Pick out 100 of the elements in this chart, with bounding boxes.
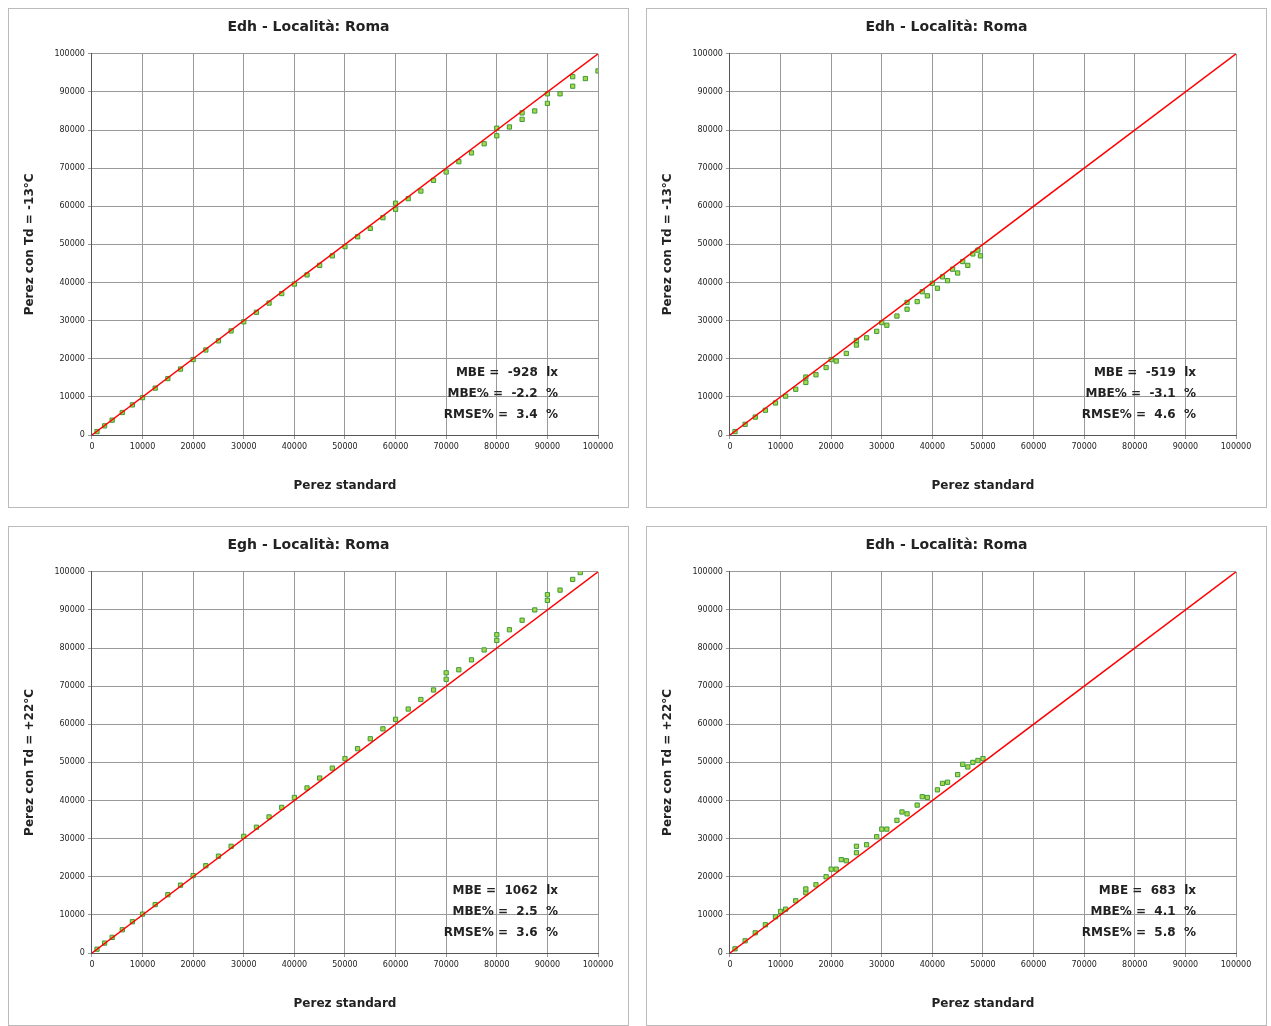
annotation: RMSE% = 3.4 %: [443, 407, 558, 422]
annotation: RMSE% = 3.6 %: [443, 925, 558, 940]
annotation: MBE% = -2.2 %: [447, 386, 558, 401]
annotation: MBE% = 2.5 %: [452, 904, 558, 919]
y-tick-label: 0: [717, 430, 723, 440]
y-tick-label: 90000: [59, 87, 85, 96]
x-tick-label: 60000: [382, 959, 409, 969]
y-tick-label: 50000: [697, 757, 723, 767]
y-tick-label: 80000: [697, 643, 723, 653]
x-tick-label: 50000: [970, 441, 996, 451]
x-tick-label: 10000: [767, 441, 794, 451]
y-tick-label: 30000: [697, 833, 723, 843]
x-tick-label: 60000: [382, 441, 409, 451]
x-axis-title: Perez standard: [293, 995, 397, 1010]
x-tick-label: 100000: [582, 441, 614, 451]
y-tick-label: 50000: [59, 239, 85, 249]
x-tick-label: 20000: [180, 959, 206, 969]
x-tick-label: 80000: [1122, 959, 1148, 969]
x-tick-label: 40000: [919, 959, 946, 969]
x-tick-label: 10000: [767, 959, 794, 969]
x-tick-label: 30000: [231, 959, 257, 969]
x-tick-label: 70000: [433, 959, 459, 969]
y-tick-label: 40000: [697, 277, 723, 287]
x-tick-label: 50000: [332, 959, 358, 969]
x-tick-label: 30000: [869, 959, 895, 969]
x-tick-label: 80000: [484, 959, 510, 969]
y-axis-title: Perez con Td = -13°C: [22, 173, 37, 316]
y-tick-label: 40000: [697, 795, 723, 805]
y-tick-label: 80000: [697, 125, 723, 135]
x-tick-label: 30000: [231, 441, 257, 451]
chart-title: Edh - Località: Roma: [865, 18, 1028, 35]
y-tick-label: 50000: [59, 757, 85, 767]
x-tick-label: 70000: [433, 441, 459, 451]
chart-title: Egh - Località: Roma: [227, 536, 390, 553]
y-tick-label: 0: [79, 948, 85, 958]
y-tick-label: 30000: [697, 315, 723, 325]
annotation: MBE = -519 lx: [1093, 365, 1197, 380]
y-tick-label: 70000: [697, 681, 723, 691]
x-tick-label: 30000: [869, 441, 895, 451]
y-tick-label: 60000: [59, 719, 85, 729]
y-tick-label: 100000: [692, 566, 723, 576]
y-axis-title: Perez con Td = +22°C: [660, 688, 675, 836]
x-tick-label: 40000: [281, 441, 308, 451]
y-tick-label: 90000: [59, 605, 85, 614]
y-tick-label: 40000: [59, 795, 85, 805]
x-tick-label: 0: [727, 441, 733, 451]
x-tick-label: 70000: [1071, 959, 1097, 969]
y-tick-label: 60000: [697, 201, 723, 211]
y-tick-label: 80000: [59, 125, 85, 135]
y-tick-label: 20000: [697, 871, 723, 881]
y-tick-label: 70000: [697, 163, 723, 173]
y-tick-label: 90000: [697, 87, 723, 96]
x-tick-label: 100000: [1220, 441, 1252, 451]
annotation: MBE = -928 lx: [455, 365, 559, 380]
y-tick-label: 0: [79, 430, 85, 440]
annotation: MBE% = 4.1 %: [1090, 904, 1196, 919]
x-tick-label: 100000: [1220, 959, 1252, 969]
y-tick-label: 0: [717, 948, 723, 958]
x-tick-label: 90000: [534, 959, 561, 969]
x-tick-label: 20000: [180, 441, 206, 451]
x-tick-label: 20000: [818, 959, 844, 969]
y-tick-label: 90000: [697, 605, 723, 614]
x-tick-label: 40000: [919, 441, 946, 451]
x-tick-label: 100000: [582, 959, 614, 969]
y-tick-label: 100000: [54, 48, 85, 58]
x-tick-label: 60000: [1020, 441, 1047, 451]
x-tick-label: 90000: [534, 441, 561, 451]
y-tick-label: 30000: [59, 833, 85, 843]
y-tick-label: 20000: [697, 353, 723, 363]
x-tick-label: 0: [727, 959, 733, 969]
x-tick-label: 90000: [1172, 441, 1199, 451]
y-tick-label: 10000: [59, 909, 85, 919]
x-tick-label: 0: [89, 441, 95, 451]
y-tick-label: 70000: [59, 681, 85, 691]
x-tick-label: 70000: [1071, 441, 1097, 451]
y-tick-label: 10000: [697, 391, 723, 401]
x-axis-title: Perez standard: [931, 477, 1035, 492]
annotation: MBE% = -3.1 %: [1085, 386, 1196, 401]
chart-title: Edh - Località: Roma: [227, 18, 390, 35]
x-tick-label: 90000: [1172, 959, 1199, 969]
y-tick-label: 20000: [59, 871, 85, 881]
y-tick-label: 50000: [697, 239, 723, 249]
y-tick-label: 100000: [54, 566, 85, 576]
y-tick-label: 20000: [59, 353, 85, 363]
x-tick-label: 50000: [970, 959, 996, 969]
y-tick-label: 100000: [692, 48, 723, 58]
annotation: MBE = 1062 lx: [452, 883, 559, 898]
y-axis-title: Perez con Td = -13°C: [660, 173, 675, 316]
y-tick-label: 60000: [697, 719, 723, 729]
y-axis-title: Perez con Td = +22°C: [22, 688, 37, 836]
x-tick-label: 80000: [484, 441, 510, 451]
y-tick-label: 80000: [59, 643, 85, 653]
y-tick-label: 60000: [59, 201, 85, 211]
x-tick-label: 40000: [281, 959, 308, 969]
chart-title: Edh - Località: Roma: [865, 536, 1028, 553]
y-tick-label: 10000: [59, 391, 85, 401]
x-tick-label: 50000: [332, 441, 358, 451]
x-axis-title: Perez standard: [293, 477, 397, 492]
annotation: RMSE% = 5.8 %: [1081, 925, 1196, 940]
annotation: RMSE% = 4.6 %: [1081, 407, 1196, 422]
